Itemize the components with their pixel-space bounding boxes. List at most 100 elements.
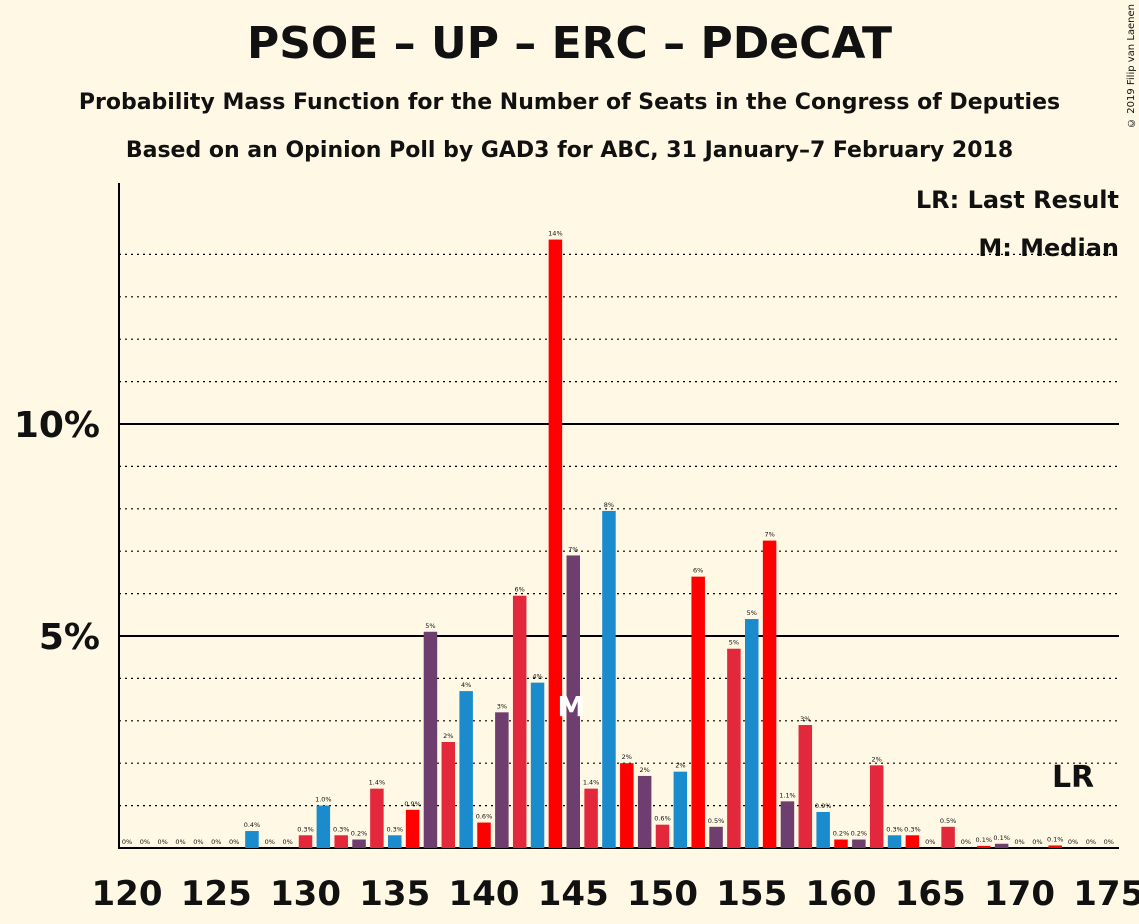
bar-seat-145: [566, 555, 580, 848]
data-label: 0.5%: [708, 817, 725, 825]
bar-seat-153: [709, 826, 723, 848]
bar-seat-156: [762, 540, 777, 848]
x-tick-label: 165: [895, 874, 966, 914]
bar-seat-164: [905, 835, 920, 848]
bar-seat-152: [691, 576, 705, 848]
data-label: 0%: [1032, 838, 1042, 846]
data-label: 0%: [193, 838, 203, 846]
bar-seat-150: [655, 824, 670, 848]
data-label: 7%: [764, 531, 774, 539]
x-tick-label: 175: [1073, 874, 1139, 914]
data-label: 4%: [461, 681, 471, 689]
data-label: 1.0%: [315, 796, 332, 804]
x-tick-label: 135: [359, 874, 430, 914]
bar-seat-163: [887, 835, 902, 848]
last-result-marker: LR: [1052, 760, 1094, 795]
bar-seat-130: [298, 835, 313, 848]
bar-seat-148: [620, 763, 634, 848]
data-label: 0.3%: [904, 825, 921, 833]
bar-seat-139: [459, 691, 473, 848]
bar-seat-138: [441, 742, 456, 848]
data-label: 6%: [515, 586, 525, 594]
x-tick-label: 160: [806, 874, 877, 914]
bar-seat-133: [352, 839, 366, 848]
data-label: 1.4%: [369, 779, 386, 787]
data-label: 0%: [1086, 838, 1096, 846]
x-tick-label: 170: [984, 874, 1055, 914]
bar-seat-131: [316, 805, 331, 848]
data-label: 2%: [622, 753, 632, 761]
bar-seat-169: [994, 843, 1009, 848]
data-label: 0.9%: [815, 802, 832, 810]
data-label: 0.1%: [1047, 835, 1064, 843]
data-label: 0.3%: [886, 825, 903, 833]
bar-seat-160: [834, 839, 848, 848]
data-label: 0.2%: [851, 830, 868, 838]
bar-seat-127: [245, 831, 259, 848]
data-label: 2%: [872, 755, 882, 763]
data-label: 3%: [497, 702, 507, 710]
data-label: 0%: [282, 838, 292, 846]
bar-seat-140: [477, 822, 491, 848]
data-label: 0.2%: [833, 830, 850, 838]
bar-seat-154: [727, 648, 741, 848]
data-label: 2%: [639, 766, 649, 774]
bar-seat-172: [1048, 845, 1062, 848]
data-label: 7%: [568, 545, 578, 553]
data-label: 0.6%: [654, 815, 671, 823]
data-label: 14%: [548, 230, 562, 238]
data-label: 0.3%: [333, 825, 350, 833]
data-label: 0.5%: [940, 817, 957, 825]
bar-seat-168: [977, 845, 991, 848]
x-tick-label: 125: [181, 874, 252, 914]
bar-seat-146: [584, 788, 598, 848]
bar-seat-135: [388, 835, 402, 848]
data-label: 0%: [229, 838, 239, 846]
bar-seat-157: [780, 801, 795, 848]
data-label: 0%: [140, 838, 150, 846]
data-label: 0%: [265, 838, 275, 846]
bar-seat-151: [673, 771, 688, 848]
data-label: 0.2%: [351, 830, 368, 838]
data-label: 0%: [961, 838, 971, 846]
data-label: 0%: [175, 838, 185, 846]
bar-seat-149: [637, 775, 652, 848]
chart-title: PSOE – UP – ERC – PDeCAT: [246, 18, 893, 69]
legend-last-result: LR: Last Result: [915, 186, 1119, 214]
x-tick-label: 120: [92, 874, 163, 914]
bar-seat-162: [869, 765, 884, 848]
data-label: 5%: [425, 622, 435, 630]
data-label: 6%: [693, 567, 703, 575]
data-label: 0%: [122, 838, 132, 846]
data-label: 0.3%: [386, 825, 403, 833]
bar-seat-134: [370, 788, 384, 848]
bar-seat-137: [423, 631, 438, 848]
x-tick-label: 130: [270, 874, 341, 914]
data-label: 8%: [604, 501, 614, 509]
bar-seat-155: [745, 619, 759, 848]
x-tick-label: 140: [449, 874, 520, 914]
data-label: 0.6%: [476, 813, 493, 821]
bar-seat-147: [602, 510, 616, 848]
data-label: 5%: [747, 609, 757, 617]
chart-subtitle: Probability Mass Function for the Number…: [78, 90, 1061, 115]
data-label: 0%: [1104, 838, 1114, 846]
bar-seat-141: [495, 712, 509, 848]
bar-seat-143: [530, 682, 545, 848]
data-label: 2%: [443, 732, 453, 740]
data-label: 0.1%: [993, 834, 1010, 842]
data-label: 1.1%: [779, 791, 796, 799]
data-label: 0%: [211, 838, 221, 846]
data-label: 4%: [532, 673, 542, 681]
data-label: 0.3%: [297, 825, 314, 833]
bar-seat-142: [512, 595, 527, 848]
x-tick-label: 150: [627, 874, 698, 914]
bar-seat-144: [548, 239, 563, 848]
data-label: 0%: [158, 838, 168, 846]
chart-subtitle-source: Based on an Opinion Poll by GAD3 for ABC…: [125, 138, 1014, 163]
x-tick-label: 155: [716, 874, 787, 914]
data-label: 3%: [800, 715, 810, 723]
median-marker: M: [557, 690, 585, 723]
data-label: 1.4%: [583, 779, 600, 787]
